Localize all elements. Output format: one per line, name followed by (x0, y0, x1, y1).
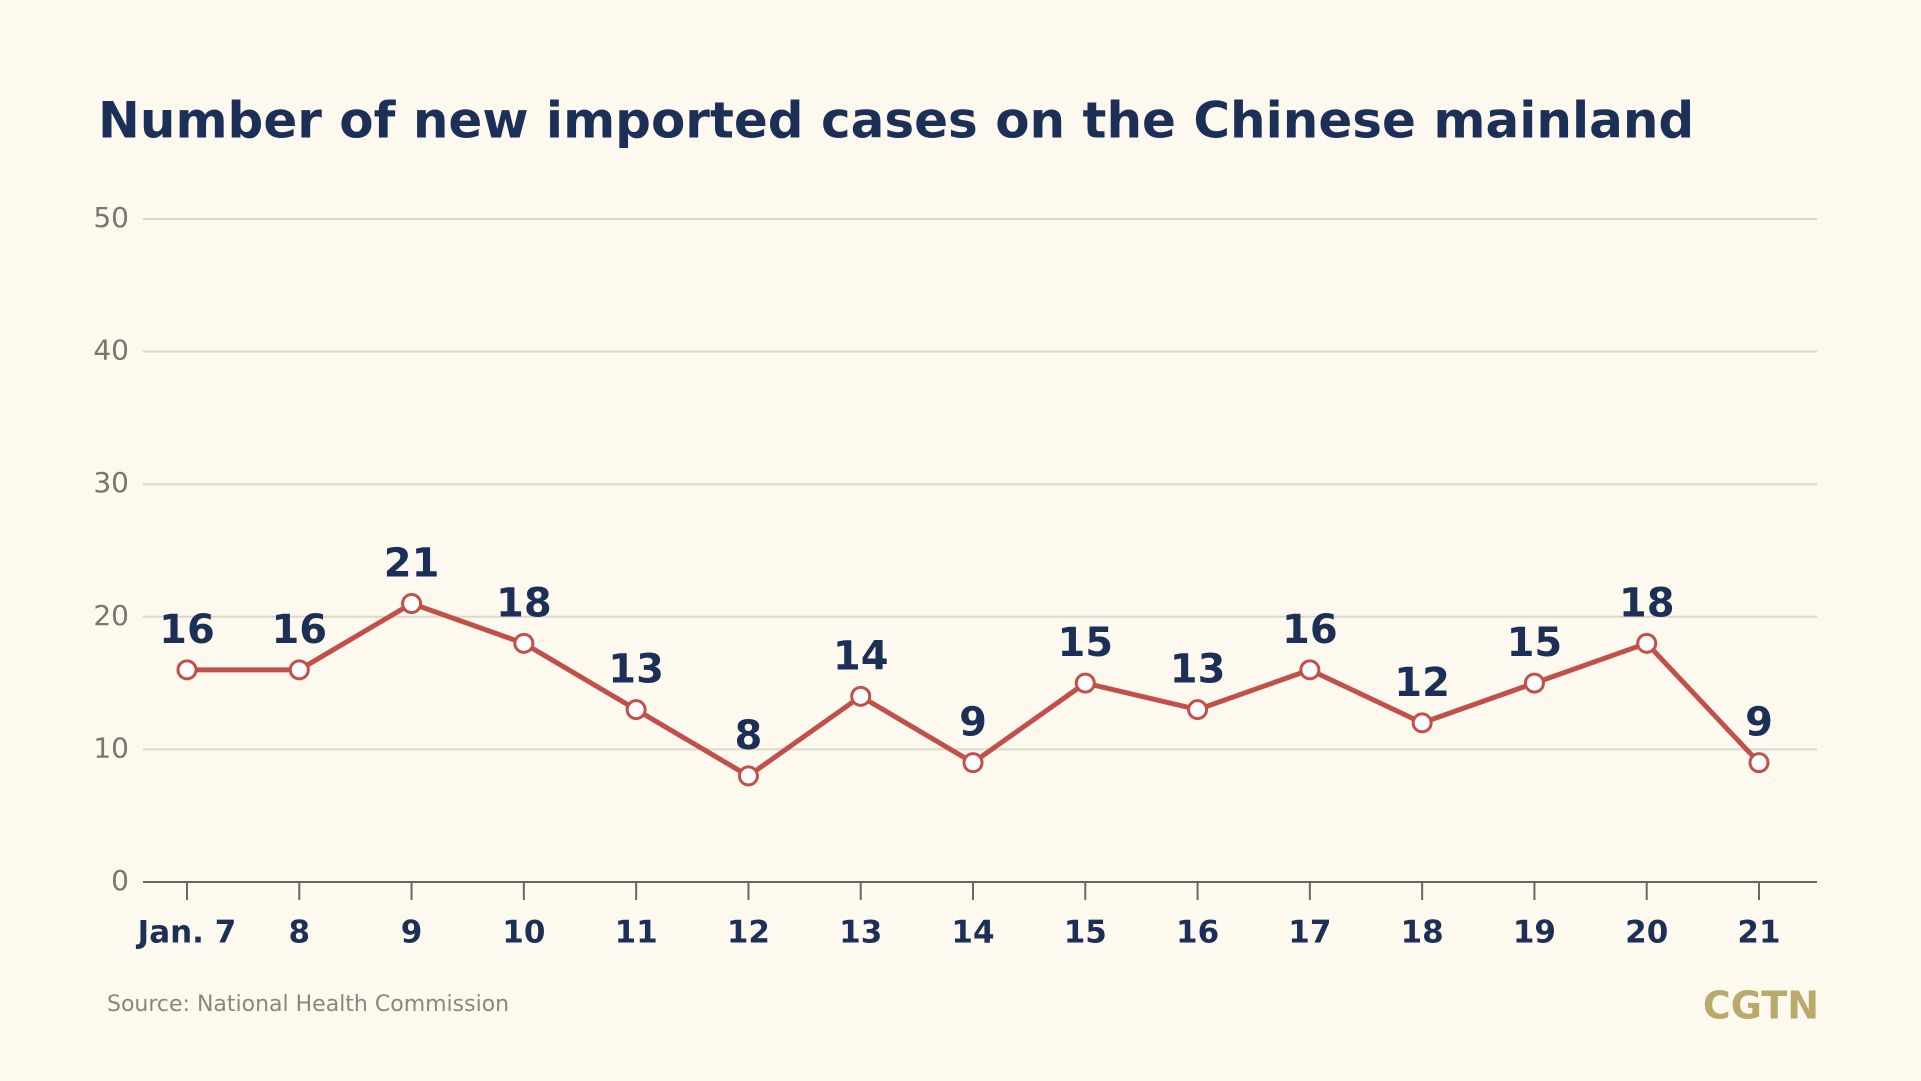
x-tick-label: 11 (615, 915, 658, 951)
point (962, 752, 984, 774)
point (737, 765, 759, 787)
x-tick-label: 19 (1513, 915, 1556, 951)
point (401, 593, 423, 615)
x-tick-label: 16 (1176, 915, 1219, 951)
x-tick-label: 17 (1288, 915, 1331, 951)
data-label: 16 (271, 607, 327, 653)
chart-title: Number of new imported cases on the Chin… (98, 92, 1694, 150)
data-label: 15 (1507, 620, 1563, 666)
y-tick-label: 40 (93, 334, 129, 367)
point (1299, 659, 1321, 681)
data-label: 9 (1745, 700, 1773, 746)
data-label: 9 (959, 700, 987, 746)
data-label: 16 (159, 607, 215, 653)
data-label: 13 (1170, 647, 1226, 693)
point (176, 659, 198, 681)
data-label: 18 (496, 580, 552, 626)
x-tick-label: 20 (1625, 915, 1668, 951)
data-label: 8 (735, 713, 763, 759)
y-tick-label: 20 (93, 599, 129, 632)
x-tick-label: 15 (1064, 915, 1107, 951)
y-tick-label: 30 (93, 466, 129, 499)
point (1411, 712, 1433, 734)
data-label: 18 (1619, 580, 1675, 626)
x-tick-label: 18 (1401, 915, 1444, 951)
brand-logo: CGTN (1703, 984, 1819, 1028)
x-tick-label: Jan. 7 (136, 915, 237, 951)
data-label: 15 (1057, 620, 1113, 666)
point (1636, 632, 1658, 654)
x-tick-label: 12 (727, 915, 770, 951)
x-tick-label: 13 (839, 915, 882, 951)
data-label: 13 (608, 647, 664, 693)
point (288, 659, 310, 681)
x-tick-label: 14 (951, 915, 994, 951)
data-label: 21 (384, 541, 440, 587)
data-label: 14 (833, 633, 889, 679)
y-tick-label: 0 (111, 864, 129, 897)
x-tick-label: 10 (502, 915, 545, 951)
y-tick-label: 10 (93, 731, 129, 764)
point (625, 699, 647, 721)
x-tick-label: 8 (288, 915, 310, 951)
x-tick-label: 9 (401, 915, 423, 951)
data-label: 16 (1282, 607, 1338, 653)
point (1187, 699, 1209, 721)
source: Source: National Health Commission (107, 992, 509, 1017)
point (850, 685, 872, 707)
x-tick-label: 21 (1737, 915, 1780, 951)
point (513, 632, 535, 654)
y-tick-label: 50 (93, 201, 129, 234)
data-label: 12 (1394, 660, 1450, 706)
point (1748, 752, 1770, 774)
point (1523, 672, 1545, 694)
point (1074, 672, 1096, 694)
